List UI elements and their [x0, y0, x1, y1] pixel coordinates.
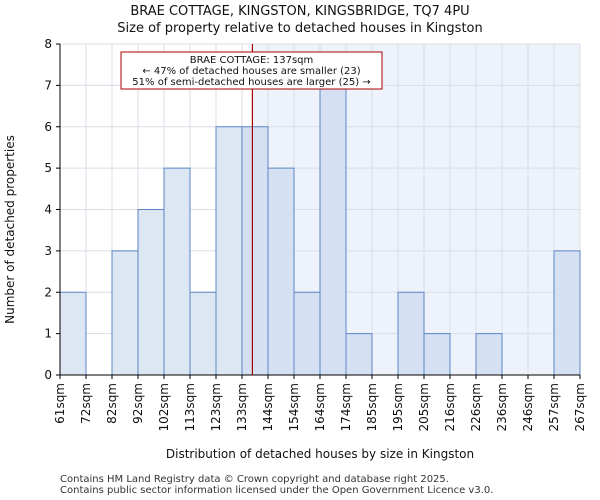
histogram-bar	[553, 250, 581, 376]
annotation-line: 51% of semi-detached houses are larger (…	[132, 77, 370, 88]
x-tick-label: 195sqm	[391, 383, 405, 431]
x-tick-label: 92sqm	[131, 383, 145, 424]
y-tick-label: 5	[44, 161, 52, 175]
y-tick-label: 0	[44, 368, 52, 382]
chart-subtitle: Size of property relative to detached ho…	[117, 21, 483, 36]
histogram-bar	[241, 126, 269, 376]
y-tick-label: 1	[44, 327, 52, 341]
x-tick-label: 257sqm	[547, 383, 561, 431]
x-tick-label: 72sqm	[79, 383, 93, 424]
annotation-line: BRAE COTTAGE: 137sqm	[190, 55, 314, 66]
histogram-bar	[319, 84, 347, 376]
y-tick-label: 8	[44, 37, 52, 51]
histogram-bar	[59, 291, 87, 376]
histogram-bar	[423, 333, 451, 376]
x-axis-title: Distribution of detached houses by size …	[166, 447, 474, 461]
x-tick-label: 133sqm	[235, 383, 249, 431]
x-tick-label: 102sqm	[157, 383, 171, 431]
x-tick-label: 144sqm	[261, 383, 275, 431]
x-tick-label: 216sqm	[443, 383, 457, 431]
histogram-bar	[267, 167, 295, 376]
x-tick-label: 164sqm	[313, 383, 327, 431]
histogram-bar	[345, 333, 373, 376]
histogram-bar	[397, 291, 425, 376]
footer-licence: Contains public sector information licen…	[60, 485, 494, 496]
histogram-bar	[293, 291, 321, 376]
histogram-bar	[163, 167, 191, 376]
x-tick-label: 154sqm	[287, 383, 301, 431]
x-tick-label: 61sqm	[53, 383, 67, 424]
chart-title: BRAE COTTAGE, KINGSTON, KINGSBRIDGE, TQ7…	[130, 4, 470, 19]
histogram-bar	[215, 126, 243, 376]
x-tick-label: 185sqm	[365, 383, 379, 431]
y-tick-label: 3	[44, 244, 52, 258]
y-tick-label: 6	[44, 120, 52, 134]
histogram-bar	[475, 333, 503, 376]
x-tick-label: 113sqm	[183, 383, 197, 431]
y-axis-title: Number of detached properties	[3, 135, 17, 324]
x-tick-label: 267sqm	[573, 383, 587, 431]
histogram-bar	[189, 291, 217, 376]
histogram-bar	[111, 250, 139, 376]
y-tick-label: 2	[44, 285, 52, 299]
annotation-box	[120, 51, 383, 90]
x-tick-label: 82sqm	[105, 383, 119, 424]
footer-copyright: Contains HM Land Registry data © Crown c…	[60, 474, 449, 485]
y-tick-label: 4	[44, 203, 52, 217]
x-tick-label: 174sqm	[339, 383, 353, 431]
histogram-bar	[137, 209, 165, 376]
x-tick-label: 236sqm	[495, 383, 509, 431]
x-tick-label: 226sqm	[469, 383, 483, 431]
annotation-line: ← 47% of detached houses are smaller (23…	[142, 66, 360, 77]
y-tick-label: 7	[44, 78, 52, 92]
x-tick-label: 246sqm	[521, 383, 535, 431]
x-tick-label: 123sqm	[209, 383, 223, 431]
x-tick-label: 205sqm	[417, 383, 431, 431]
